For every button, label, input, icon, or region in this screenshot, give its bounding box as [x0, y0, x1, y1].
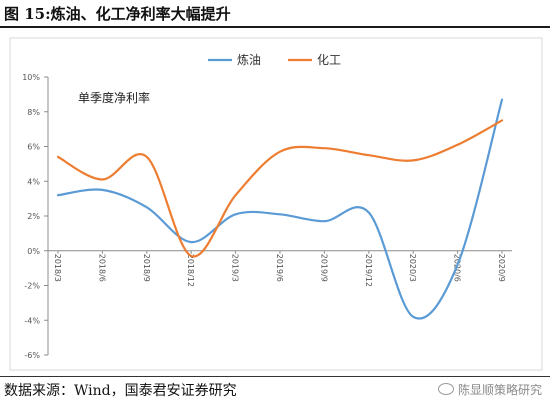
legend-label: 炼油: [237, 52, 261, 67]
y-tick-label: -4%: [24, 316, 40, 325]
source-divider: [0, 376, 550, 377]
x-tick-label: 2018/9: [142, 254, 151, 282]
y-tick-label: 8%: [27, 108, 40, 117]
x-tick-label: 2018/6: [97, 254, 106, 282]
y-tick-label: -2%: [24, 282, 40, 291]
x-tick-label: 2020/9: [497, 254, 506, 282]
watermark: 陈显顺策略研究: [437, 381, 542, 398]
watermark-text: 陈显顺策略研究: [457, 383, 542, 397]
line-chart: -6%-4%-2%0%2%4%6%8%10% 2018/3 2018/6 2018/…: [9, 37, 543, 371]
x-tick-label: 2019/12: [364, 254, 373, 287]
x-tick-label: 2018/12: [186, 254, 195, 287]
y-tick-label: 2%: [27, 212, 40, 221]
y-tick-label: 0%: [27, 247, 40, 256]
x-tick-label: 2019/3: [231, 254, 240, 282]
y-axis-ticks: -6% -4% -2% 0% 2% 4% 6% 8% 10%: [22, 73, 48, 360]
legend: 炼油 化工: [208, 52, 341, 67]
y-tick-label: 6%: [27, 143, 40, 152]
y-tick-label: -6%: [24, 351, 40, 360]
x-tick-label: 2019/9: [319, 254, 328, 282]
chart-frame: [9, 37, 543, 371]
y-tick-label: 4%: [27, 177, 40, 186]
x-axis-ticks: 2018/3 2018/6 2018/9 2018/12 2019/3 2019/6 201…: [53, 250, 506, 287]
series-line-1: [56, 98, 504, 320]
title-divider: [0, 26, 550, 28]
source-note: 数据来源：Wind，国泰君安证券研究: [4, 383, 237, 399]
chart-annotation: 单季度净利率: [78, 90, 150, 105]
x-tick-label: 2020/3: [408, 254, 417, 282]
series-line-2: [56, 119, 504, 258]
series-group: [56, 98, 504, 320]
x-tick-label: 2019/6: [275, 254, 284, 282]
x-tick-label: 2018/3: [53, 254, 62, 282]
legend-label: 化工: [317, 53, 341, 67]
y-tick-label: 10%: [22, 73, 40, 82]
figure-title: 图 15:炼油、化工净利率大幅提升: [4, 5, 231, 23]
wechat-icon: [437, 383, 454, 395]
